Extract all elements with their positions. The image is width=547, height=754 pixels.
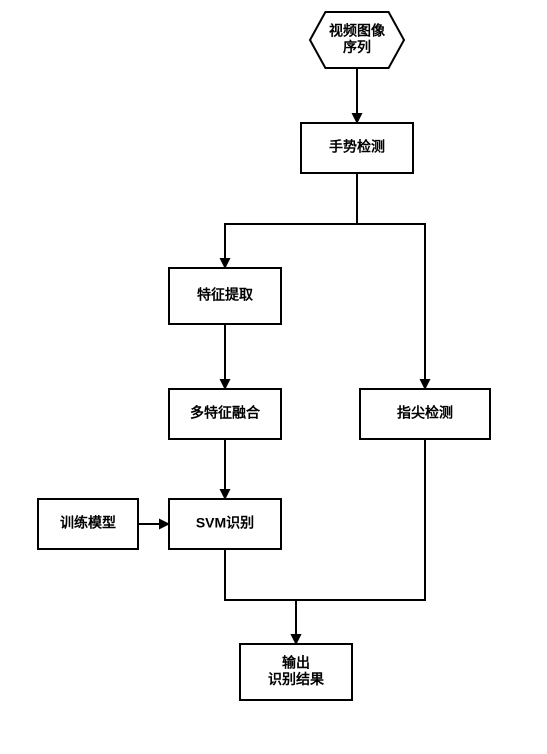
node-feature_extract: 特征提取	[169, 268, 281, 324]
node-multi_fusion-label: 多特征融合	[190, 405, 261, 421]
node-output-label: 识别结果	[268, 671, 325, 687]
flowchart-canvas: 视频图像序列手势检测特征提取多特征融合 指尖检测训练模型 SVM识别输出识别结果	[0, 0, 547, 754]
node-train_model: 训练模型	[38, 499, 138, 549]
node-train_model-label: 训练模型	[60, 515, 116, 531]
node-svm_recog-label: SVM识别	[196, 515, 254, 531]
node-svm_recog: SVM识别	[169, 499, 281, 549]
edge-fingertip_detect-to-output	[296, 439, 425, 644]
edge-svm_recog-to-output	[225, 549, 296, 644]
edge-gesture_detect-to-feature_extract	[225, 173, 357, 268]
node-multi_fusion: 多特征融合	[169, 389, 281, 439]
node-output-label: 输出	[282, 655, 310, 671]
node-fingertip_detect-label: 指尖检测	[397, 405, 453, 421]
node-start: 视频图像序列	[310, 12, 404, 68]
node-gesture_detect-label: 手势检测	[329, 139, 385, 155]
edge-gesture_detect-to-fingertip_detect	[357, 173, 425, 389]
node-fingertip_detect: 指尖检测	[360, 389, 490, 439]
node-feature_extract-label: 特征提取	[197, 287, 254, 303]
node-output: 输出识别结果	[240, 644, 352, 700]
node-start-label: 视频图像	[329, 23, 386, 39]
node-gesture_detect: 手势检测	[301, 123, 413, 173]
node-start-label: 序列	[343, 39, 371, 55]
